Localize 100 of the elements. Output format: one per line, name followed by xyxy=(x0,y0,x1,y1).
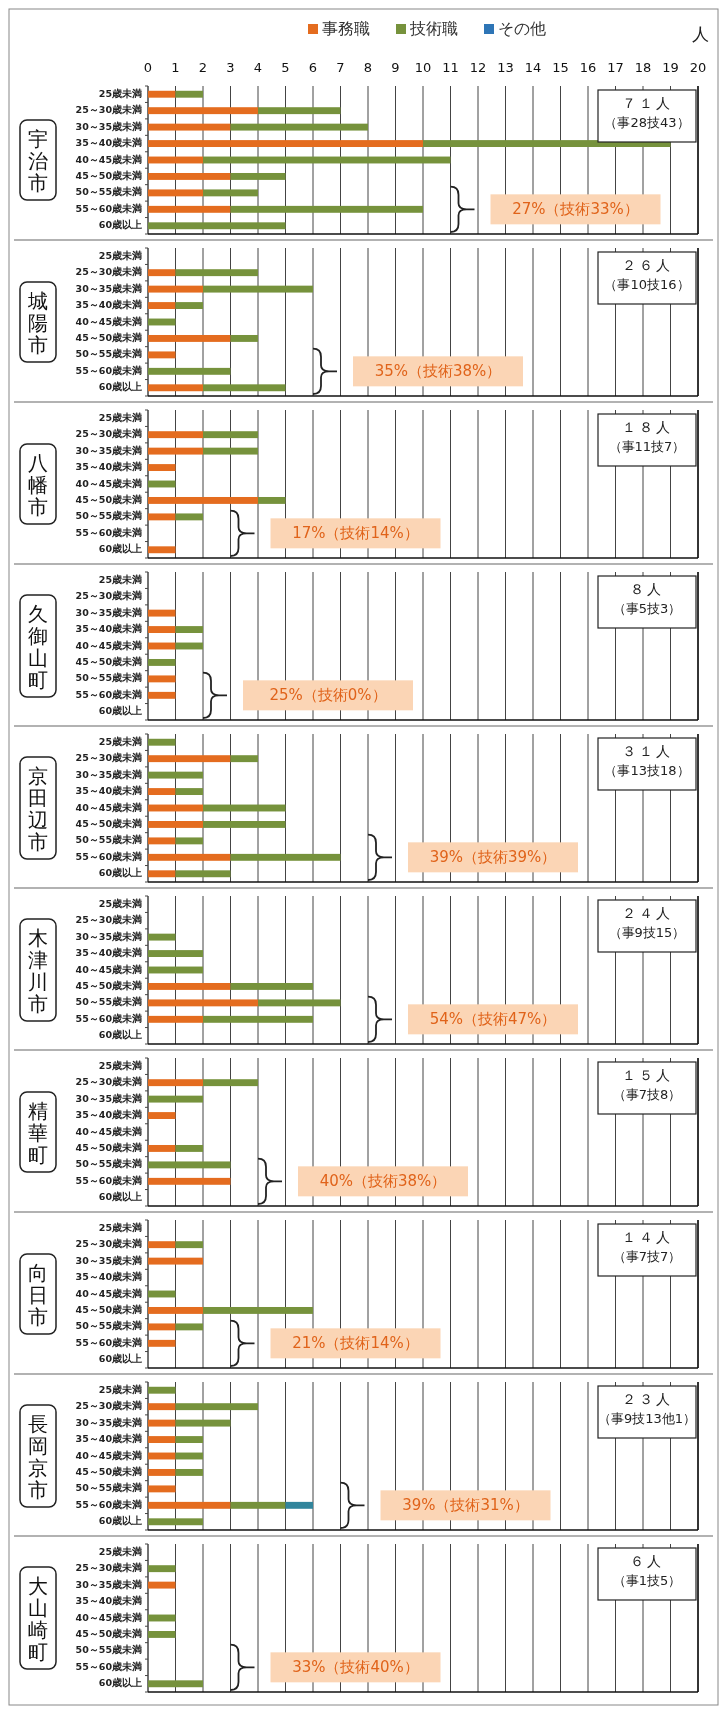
x-tick-label: 5 xyxy=(281,60,290,75)
bar xyxy=(148,1485,176,1493)
y-tick-label: 60歳以上 xyxy=(98,219,142,231)
bar xyxy=(175,1144,203,1152)
bar xyxy=(175,870,231,878)
annotation: 39%（技術39%） xyxy=(429,847,557,866)
y-tick-label: 30～35歳未満 xyxy=(75,120,142,132)
legend-label: 事務職 xyxy=(322,19,370,38)
y-tick-label: 50～55歳未満 xyxy=(75,1320,142,1332)
annotation: 27%（技術33%） xyxy=(512,199,639,218)
y-tick-label: 60歳以上 xyxy=(98,543,142,555)
bar xyxy=(148,285,203,293)
text: 精華町 xyxy=(28,1099,48,1167)
x-tick-label: 4 xyxy=(253,60,263,75)
annotation: （事7技8） xyxy=(612,1087,682,1102)
bar xyxy=(148,367,231,375)
y-tick-label: 30～35歳未満 xyxy=(75,1578,142,1590)
bar xyxy=(148,172,231,180)
y-tick-label: 35～40歳未満 xyxy=(75,947,142,959)
text: 京田辺市 xyxy=(28,764,48,854)
y-tick-label: 55～60歳未満 xyxy=(75,364,142,376)
annotation: ３１人 xyxy=(621,743,673,759)
y-tick-label: 25歳未満 xyxy=(98,249,142,261)
y-tick-label: 30～35歳未満 xyxy=(75,930,142,942)
bar xyxy=(175,788,203,796)
y-tick-label: 50～55歳未満 xyxy=(75,186,142,198)
text: 木津川市 xyxy=(28,926,48,1016)
annotation: ２６人 xyxy=(621,257,673,273)
bar xyxy=(148,123,231,131)
annotation: １５人 xyxy=(621,1067,673,1083)
y-tick-label: 35～40歳未満 xyxy=(75,1109,142,1121)
y-tick-label: 30～35歳未満 xyxy=(75,1416,142,1428)
y-tick-label: 45～50歳未満 xyxy=(75,493,142,505)
y-tick-label: 45～50歳未満 xyxy=(75,817,142,829)
y-tick-label: 35～40歳未満 xyxy=(75,623,142,635)
y-tick-label: 40～45歳未満 xyxy=(75,1611,142,1623)
y-tick-label: 25～30歳未満 xyxy=(75,752,142,764)
y-tick-label: 25歳未満 xyxy=(98,1383,142,1395)
bar xyxy=(148,384,203,392)
bar xyxy=(230,982,313,990)
y-tick-label: 60歳以上 xyxy=(98,1353,142,1365)
bar xyxy=(148,771,203,779)
bar xyxy=(230,205,423,213)
x-tick-label: 8 xyxy=(363,60,373,75)
annotation: １８人 xyxy=(621,419,673,435)
bar xyxy=(203,431,258,439)
y-tick-label: 55～60歳未満 xyxy=(75,1498,142,1510)
annotation: （事5技3） xyxy=(612,601,682,616)
y-tick-label: 30～35歳未満 xyxy=(75,606,142,618)
y-tick-label: 55～60歳未満 xyxy=(75,688,142,700)
y-tick-label: 25～30歳未満 xyxy=(75,1562,142,1574)
y-tick-label: 40～45歳未満 xyxy=(75,639,142,651)
annotation: ６人 xyxy=(630,1553,664,1569)
y-tick-label: 40～45歳未満 xyxy=(75,1449,142,1461)
y-tick-label: 45～50歳未満 xyxy=(75,1303,142,1315)
y-tick-label: 25～30歳未満 xyxy=(75,1400,142,1412)
text: 城陽市 xyxy=(27,289,48,357)
y-tick-label: 35～40歳未満 xyxy=(75,461,142,473)
y-tick-label: 55～60歳未満 xyxy=(75,526,142,538)
bar xyxy=(148,464,176,472)
annotation: （事7技7） xyxy=(612,1249,682,1264)
bar xyxy=(148,447,203,455)
annotation: 40%（技術38%） xyxy=(319,1171,447,1190)
annotation: 35%（技術38%） xyxy=(374,361,502,380)
y-tick-label: 25～30歳未満 xyxy=(75,914,142,926)
bar xyxy=(148,1079,203,1087)
bar xyxy=(148,738,176,746)
annotation: （事28技43） xyxy=(604,115,690,130)
bar xyxy=(175,837,203,845)
text: 向日市 xyxy=(28,1261,48,1329)
bar xyxy=(148,820,203,828)
bar xyxy=(230,853,341,861)
bar xyxy=(175,1436,203,1444)
y-tick-label: 30～35歳未満 xyxy=(75,282,142,294)
y-tick-label: 30～35歳未満 xyxy=(75,768,142,780)
y-tick-label: 25歳未満 xyxy=(98,87,142,99)
y-tick-label: 50～55歳未満 xyxy=(75,1158,142,1170)
bar xyxy=(148,1403,176,1411)
y-tick-label: 25歳未満 xyxy=(98,735,142,747)
bar xyxy=(175,513,203,521)
x-tick-label: 9 xyxy=(391,60,400,75)
y-tick-label: 50～55歳未満 xyxy=(75,510,142,522)
y-tick-label: 55～60歳未満 xyxy=(75,202,142,214)
bar xyxy=(148,999,258,1007)
y-tick-label: 60歳以上 xyxy=(98,1029,142,1041)
x-tick-label: 17 xyxy=(607,60,624,75)
x-tick-label: 3 xyxy=(226,60,235,75)
bar xyxy=(148,90,176,98)
bar xyxy=(148,189,203,197)
y-tick-label: 30～35歳未満 xyxy=(75,444,142,456)
y-tick-label: 60歳以上 xyxy=(98,705,142,717)
bar xyxy=(148,1144,176,1152)
text: 久御山町 xyxy=(28,602,48,692)
bar xyxy=(148,1518,203,1526)
y-tick-label: 45～50歳未満 xyxy=(75,979,142,991)
bar xyxy=(148,1112,176,1120)
bar xyxy=(148,982,231,990)
y-tick-label: 55～60歳未満 xyxy=(75,1174,142,1186)
x-tick-label: 13 xyxy=(497,60,514,75)
annotation: １４人 xyxy=(621,1229,673,1245)
